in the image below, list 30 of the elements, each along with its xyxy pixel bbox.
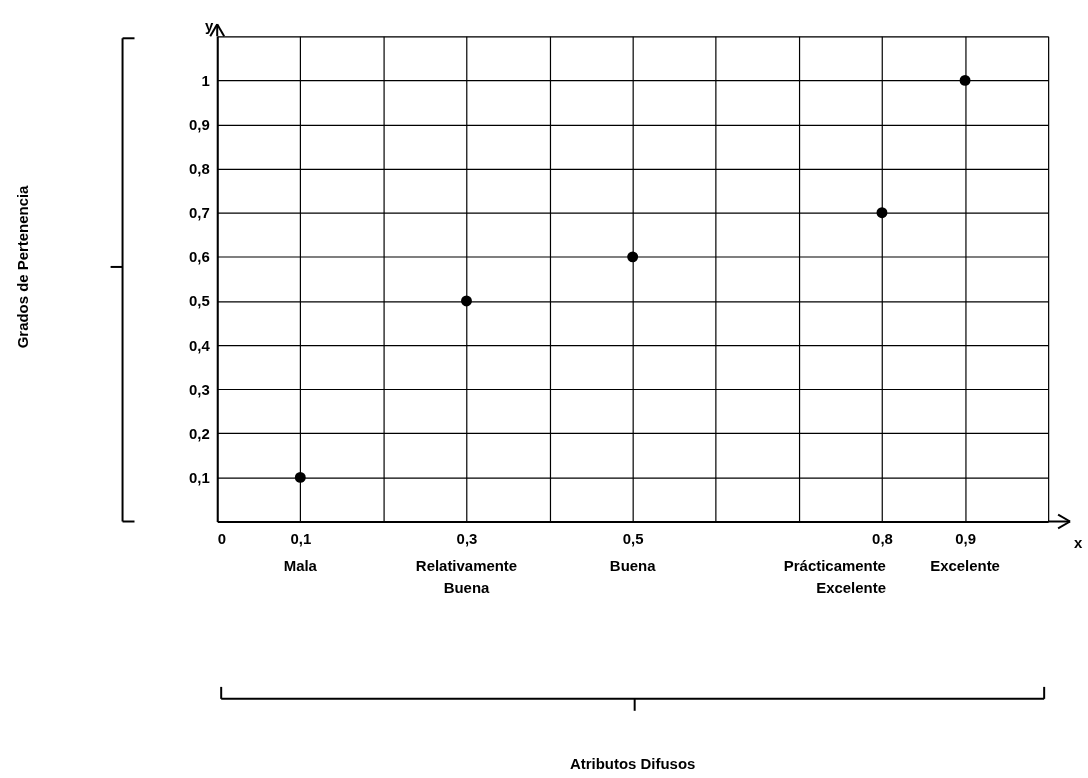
text: Relativamente Buena (415, 557, 518, 597)
x-tick-label: 0,9 (955, 529, 976, 547)
x-axis-title: x (1074, 534, 1084, 552)
text: Atributos Difusos (570, 754, 696, 772)
point (461, 295, 472, 307)
y-tick-label: 0,8 (188, 160, 210, 178)
point (876, 207, 888, 219)
point (294, 471, 306, 483)
point (627, 251, 639, 263)
text: Grados de Pertenencia (13, 184, 31, 349)
text: Mala (283, 557, 318, 575)
text: Excelente (930, 557, 1000, 575)
y-axis-title: y (205, 17, 215, 35)
text: Prácticamente Excelente (783, 557, 886, 597)
y-tick-label: 0,6 (188, 248, 210, 266)
y-tick-label: 0,7 (188, 204, 210, 222)
y-tick-label: 0,4 (188, 336, 211, 354)
x-tick-label: 0,1 (290, 529, 312, 547)
x-tick-label: 0,8 (872, 529, 893, 547)
text: Buena (609, 557, 657, 575)
x-tick-label: 0 (217, 529, 227, 547)
y-tick-label: 0,5 (188, 292, 210, 310)
y-tick-label: 1 (201, 71, 210, 89)
y-tick-label: 0,3 (188, 380, 210, 398)
y-tick-label: 0,2 (188, 424, 210, 442)
x-tick-label: 0,3 (456, 529, 478, 547)
y-tick-label: 0,1 (188, 468, 210, 486)
point (959, 74, 971, 86)
x-tick-label: 0,5 (622, 529, 644, 547)
y-tick-label: 0,9 (188, 115, 210, 133)
